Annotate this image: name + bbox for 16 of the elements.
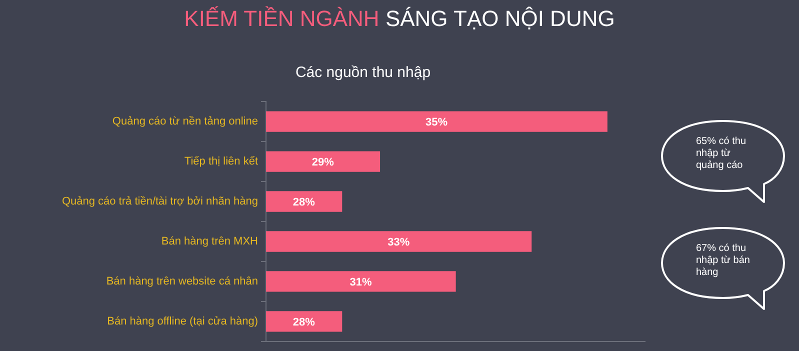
y-tick-label: Bán hàng trên MXH xyxy=(161,236,258,248)
y-tick-label: Tiếp thị liên kết xyxy=(184,156,258,168)
chart-subtitle: Các nguồn thu nhập xyxy=(294,64,432,81)
data-label: 28% xyxy=(292,316,316,328)
y-tick-label: Bán hàng trên website cá nhân xyxy=(106,275,258,288)
data-label: 35% xyxy=(426,116,448,129)
y-tick-label: Quảng cáo trả tiền/tài trợ bởi nhãn hàng xyxy=(62,196,258,208)
speech-bubble: 65% có thu nhập từ quảng cáo xyxy=(660,118,786,204)
data-label: 28% xyxy=(292,196,316,209)
data-label: 31% xyxy=(350,276,372,288)
y-tick-label: Bán hàng offline (tại cửa hàng) xyxy=(107,315,258,328)
y-tick-label: Quảng cáo từ nền tảng online xyxy=(112,116,258,128)
data-label: 33% xyxy=(388,236,410,249)
data-label: 29% xyxy=(312,156,334,169)
chart-title: KIẾM TIỀN NGÀNH SÁNG TẠO NỘI DUNG xyxy=(184,6,615,31)
speech-bubble: 67% có thu nhập từ bán hàng xyxy=(660,225,786,311)
